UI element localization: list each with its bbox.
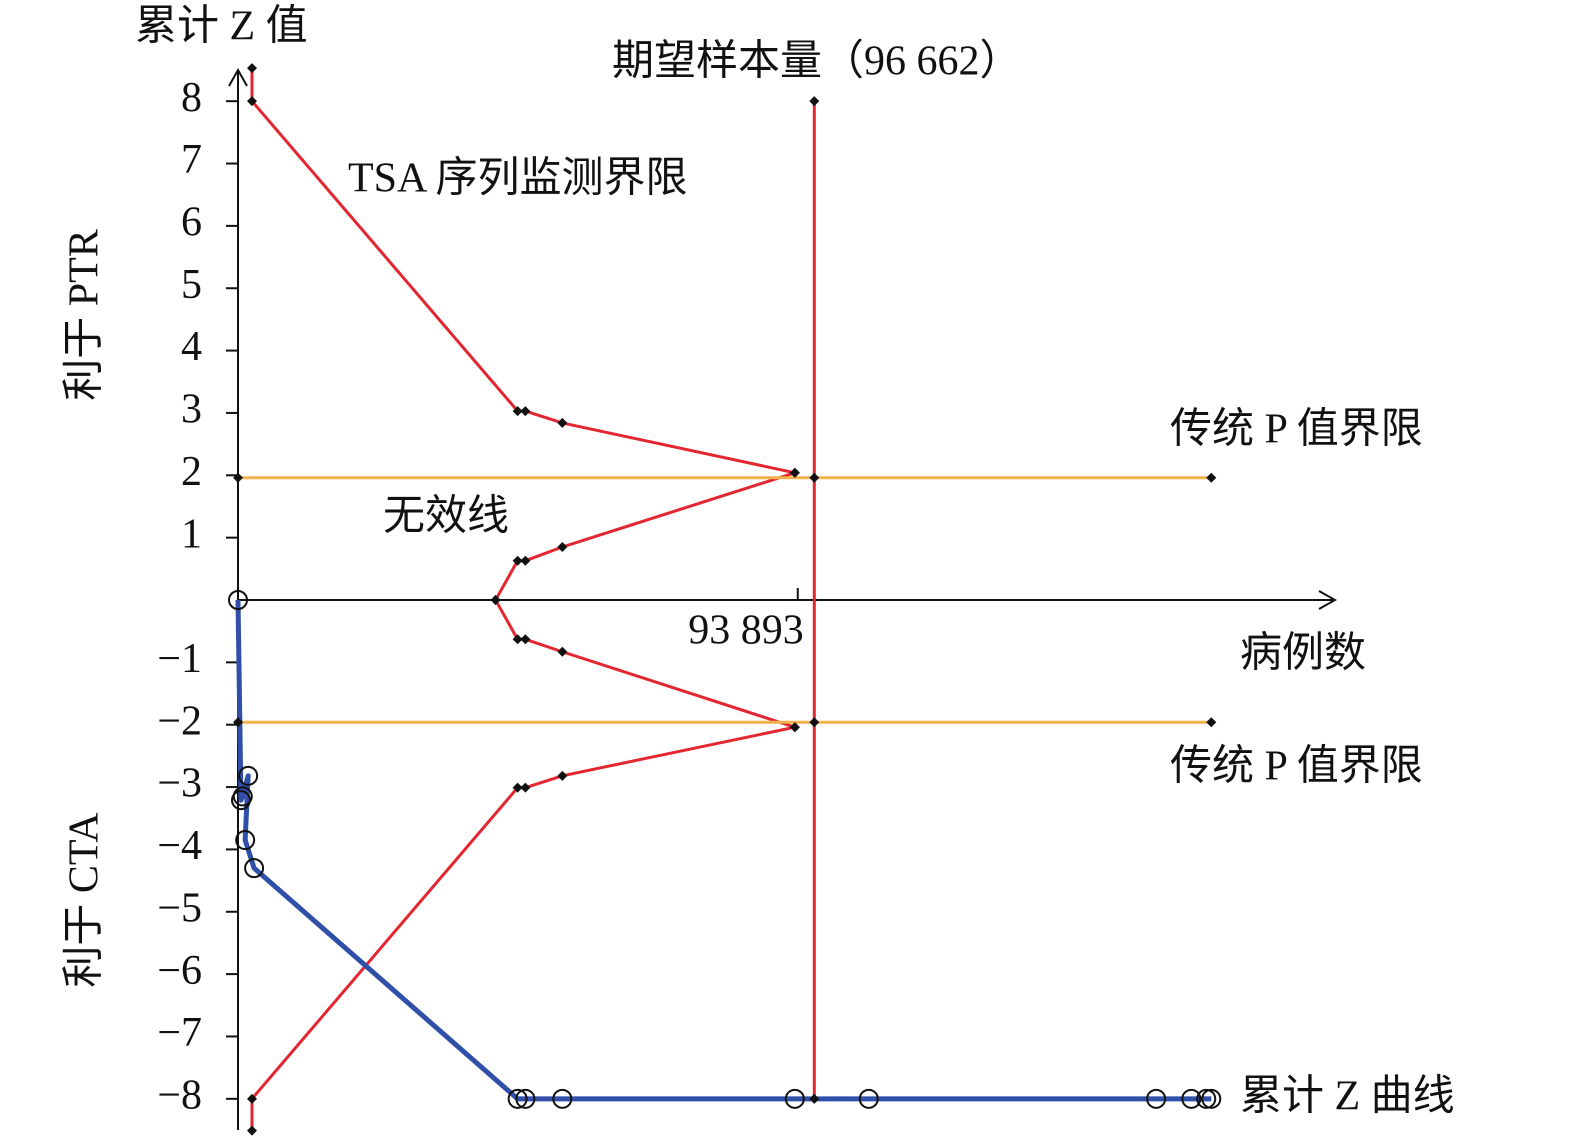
circle-marker (235, 830, 256, 851)
diamond-marker (520, 555, 531, 566)
y-tick-label: −7 (157, 1010, 202, 1056)
circle-marker (1201, 1088, 1222, 1109)
y-tick-label: −1 (157, 636, 202, 682)
diamond-marker (809, 1093, 820, 1104)
y-tick-label: 7 (181, 137, 202, 183)
diamond-marker (520, 406, 531, 417)
diamond-marker (520, 634, 531, 645)
diamond-marker (809, 472, 820, 483)
x-axis-arrow (1318, 590, 1338, 610)
diamond-marker (1206, 472, 1217, 483)
diamond-marker (247, 1093, 258, 1104)
annotation: 传统 P 值界限 (1170, 407, 1423, 453)
y-tick-label: −2 (157, 698, 202, 744)
diamond-marker (233, 717, 243, 728)
circle-marker (1146, 1088, 1167, 1109)
circle-marker (232, 786, 253, 807)
circle-marker (238, 765, 259, 786)
diamond-marker (512, 782, 523, 793)
diamond-marker (512, 406, 523, 417)
circle-marker (507, 1088, 528, 1109)
y-tick-label: 6 (181, 200, 202, 246)
y-tick-label: −5 (157, 885, 202, 931)
diamond-marker (1206, 717, 1217, 728)
circle-marker (784, 1088, 805, 1109)
y-tick-label: 2 (181, 449, 202, 495)
diamond-marker (520, 782, 531, 793)
annotation: TSA 序列监测界限 (348, 156, 688, 202)
annotation: 期望样本量（96 662） (612, 39, 1022, 85)
diamond-marker (512, 555, 523, 566)
series-label: 累计 Z 曲线 (1240, 1074, 1455, 1120)
diamond-marker (233, 472, 243, 483)
annotation: 无效线 (383, 494, 509, 540)
diamond-marker (557, 417, 568, 428)
y-tick-label: 1 (181, 511, 202, 557)
annotation: 利于 PTR (62, 229, 108, 401)
diamond-marker (247, 1125, 258, 1136)
y-tick-label: 8 (181, 75, 202, 121)
diamond-marker (557, 646, 568, 657)
diamond-marker (512, 634, 523, 645)
diamond-marker (557, 770, 568, 781)
circle-marker (1196, 1088, 1217, 1109)
annotation: 传统 P 值界限 (1170, 744, 1423, 790)
circle-marker (515, 1088, 536, 1109)
diamond-marker (809, 717, 820, 728)
annotation: 利于 CTA (62, 812, 108, 988)
x-axis-title: 病例数 (1240, 631, 1366, 677)
y-tick-label: −8 (157, 1072, 202, 1118)
y-tick-label: 3 (181, 387, 202, 433)
y-tick-label: −6 (157, 948, 202, 994)
diamond-marker (247, 63, 258, 74)
diamond-marker (789, 722, 800, 733)
y-axis-arrow (228, 67, 248, 87)
y-tick-label: 5 (181, 262, 202, 308)
x-tick-label: 93 893 (688, 608, 804, 654)
y-axis-title: 累计 Z 值 (135, 4, 308, 50)
diamond-marker (789, 467, 800, 478)
y-tick-label: −3 (157, 761, 202, 807)
y-tick-label: 4 (181, 324, 202, 370)
circle-marker (228, 590, 248, 610)
diamond-marker (490, 595, 501, 605)
diamond-marker (809, 96, 820, 107)
circle-marker (858, 1088, 879, 1109)
circle-marker (552, 1088, 573, 1109)
series-line (235, 599, 1212, 1102)
diamond-marker (247, 96, 258, 107)
series-line (494, 471, 796, 601)
diamond-marker (557, 542, 568, 552)
circle-marker (244, 858, 265, 879)
circle-marker (1181, 1088, 1202, 1109)
y-tick-label: −4 (157, 823, 202, 869)
